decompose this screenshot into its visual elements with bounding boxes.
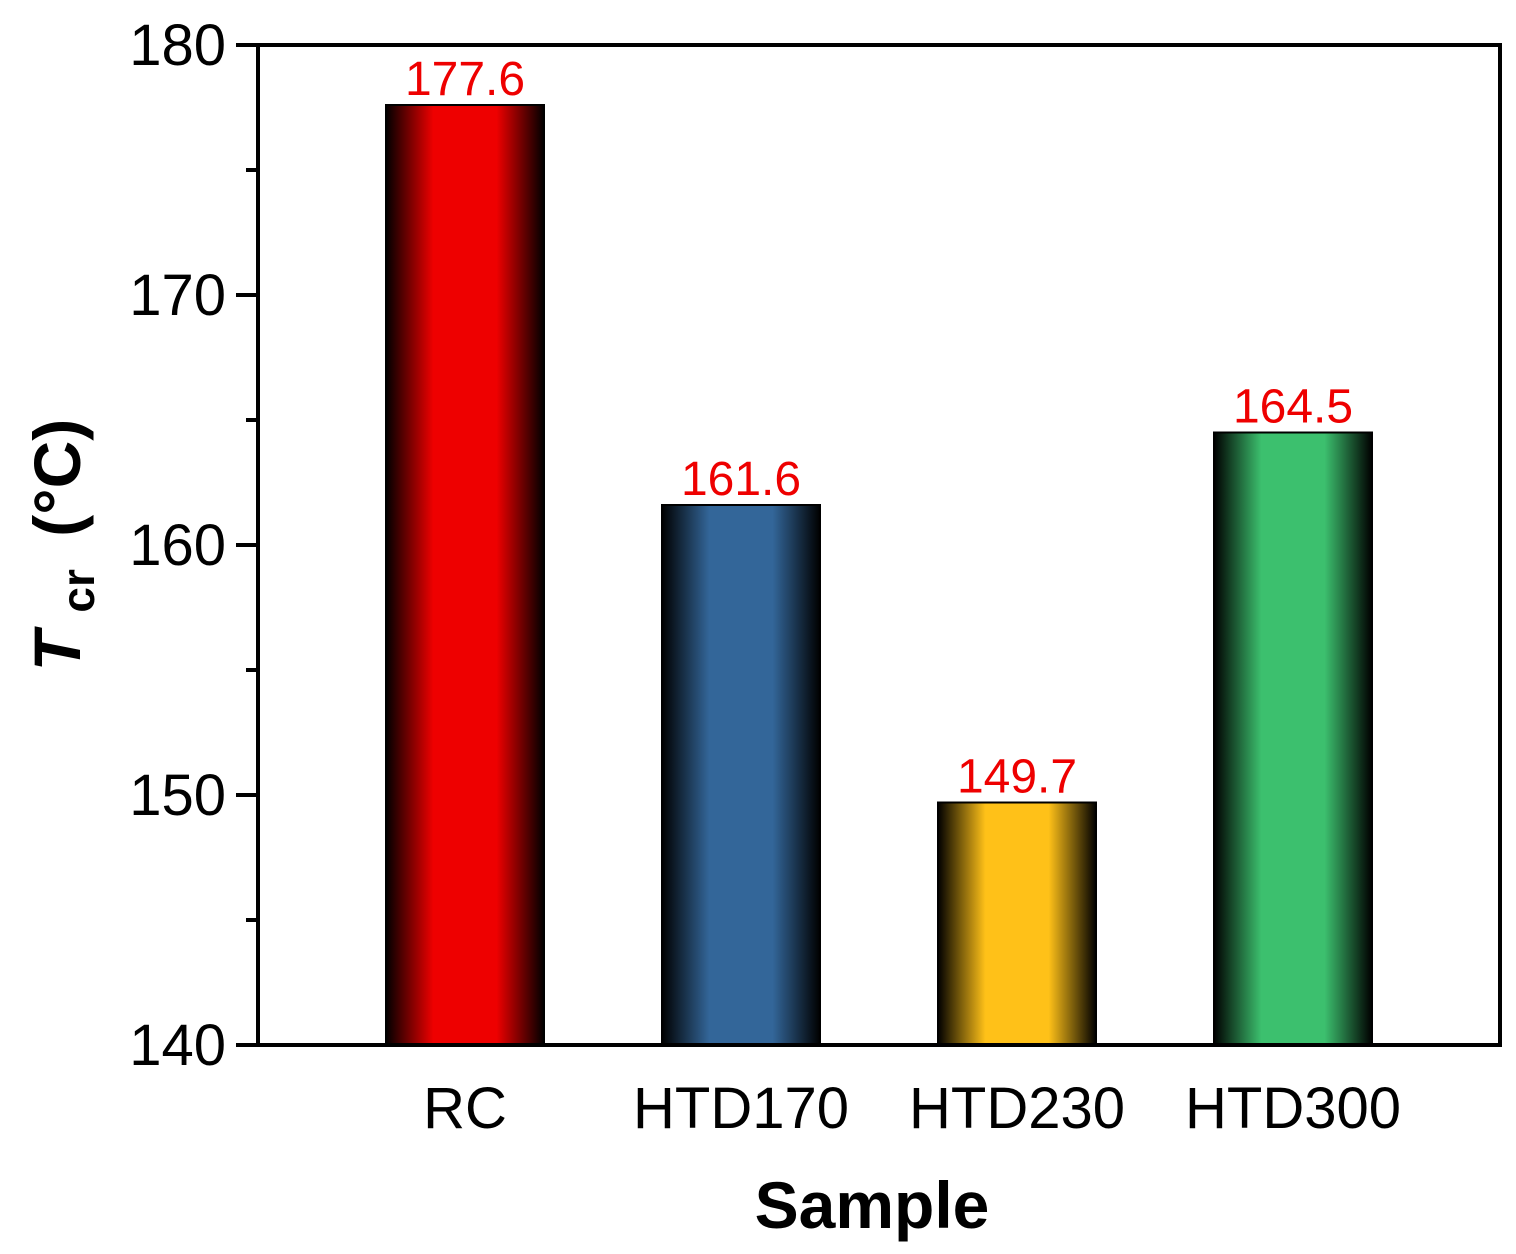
y-tick-label: 180 — [129, 13, 226, 78]
y-tick-label: 150 — [129, 763, 226, 828]
y-axis-title-symbol: T — [20, 626, 94, 671]
bars-layer — [385, 104, 1373, 1046]
y-tick-label: 160 — [129, 513, 226, 578]
y-axis-ticks: 140 150 160 170 180 — [129, 13, 258, 1078]
category-label-htd170: HTD170 — [633, 1076, 849, 1141]
category-label-rc: RC — [423, 1076, 507, 1141]
y-axis-title-subscript: cr — [52, 569, 104, 613]
value-label-htd230: 149.7 — [957, 751, 1077, 804]
y-axis-title-unit: (°C) — [20, 419, 94, 537]
bar-htd170 — [661, 504, 821, 1046]
svg-text:T cr (°C): T cr (°C) — [20, 419, 108, 672]
category-label-htd300: HTD300 — [1185, 1076, 1401, 1141]
bar-htd230 — [937, 801, 1097, 1046]
plot-frame — [256, 43, 1502, 1047]
bar-rc — [385, 104, 545, 1046]
x-axis-category-labels: RC HTD170 HTD230 HTD300 — [423, 1076, 1401, 1141]
bar-htd300 — [1213, 431, 1373, 1046]
value-label-htd300: 164.5 — [1233, 381, 1353, 434]
value-label-rc: 177.6 — [405, 53, 525, 106]
category-label-htd230: HTD230 — [909, 1076, 1125, 1141]
value-label-htd170: 161.6 — [681, 453, 801, 506]
y-axis-title: T cr (°C) — [20, 419, 108, 672]
y-tick-label: 170 — [129, 263, 226, 328]
value-labels-layer: 177.6 161.6 149.7 164.5 — [405, 53, 1353, 804]
y-tick-label: 140 — [129, 1013, 226, 1078]
x-axis-title: Sample — [755, 1168, 990, 1242]
